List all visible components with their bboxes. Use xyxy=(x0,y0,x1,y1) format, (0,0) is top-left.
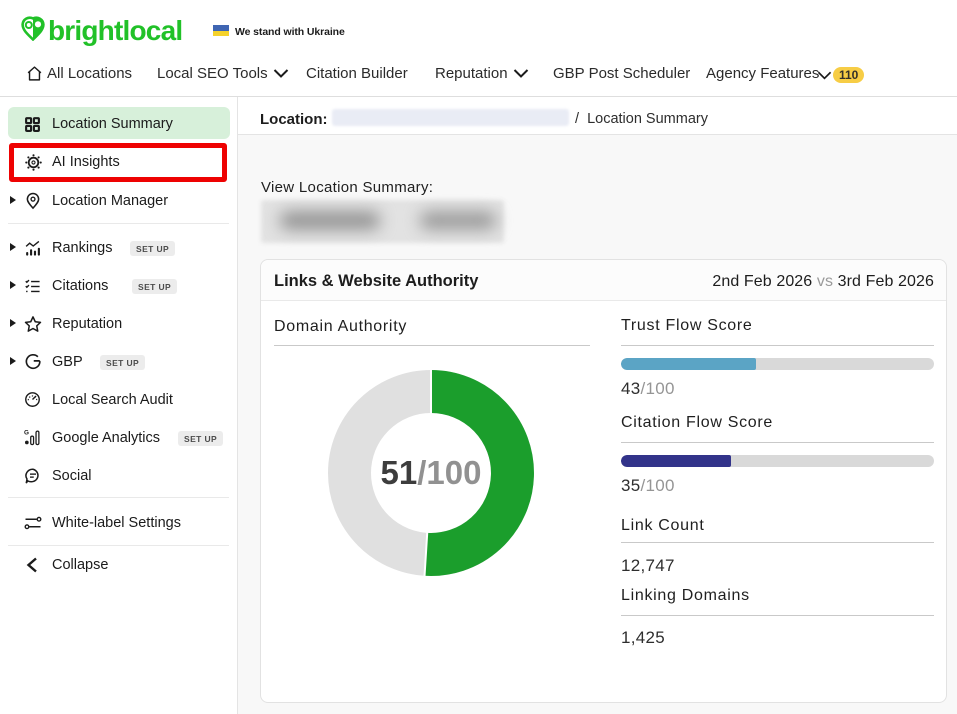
svg-text:G: G xyxy=(24,430,29,437)
